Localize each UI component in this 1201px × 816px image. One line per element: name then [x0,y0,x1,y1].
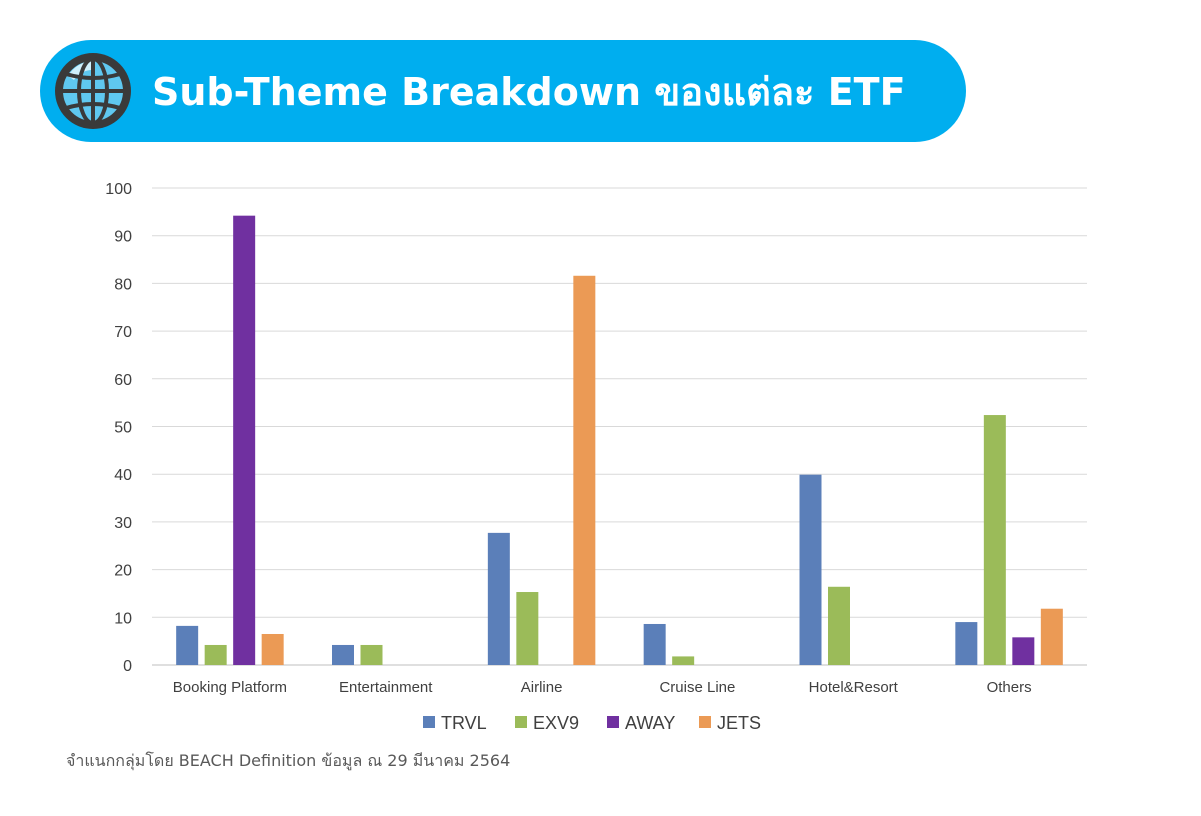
bar-exv9 [516,592,539,665]
y-tick-label: 30 [114,515,132,532]
y-tick-label: 40 [114,467,132,484]
bar-exv9 [204,644,227,665]
footnote: จำแนกกลุ่มโดย BEACH Definition ข้อมูล ณ … [66,751,511,770]
x-category-label: Airline [521,679,563,696]
y-tick-label: 90 [114,229,132,246]
bar-trvl [643,623,666,665]
bar-exv9 [983,415,1006,665]
bar-exv9 [672,656,695,665]
bar-trvl [176,625,199,665]
bar-away [1012,637,1035,665]
bar-jets [1040,608,1063,665]
legend-swatch-trvl [423,716,435,728]
page-title: Sub-Theme Breakdown ของแต่ละ ETF [152,70,906,114]
y-tick-label: 100 [105,181,132,198]
x-category-label: Cruise Line [659,679,735,696]
globe-icon [55,53,131,129]
y-tick-label: 10 [114,610,132,627]
x-category-label: Booking Platform [173,679,287,696]
legend-swatch-jets [699,716,711,728]
y-tick-label: 70 [114,324,132,341]
title-banner [40,40,966,142]
bar-trvl [487,532,510,665]
y-tick-label: 80 [114,276,132,293]
x-category-label: Entertainment [339,679,433,696]
y-tick-label: 50 [114,420,132,437]
legend-label-trvl: TRVL [441,713,487,733]
legend-label-jets: JETS [717,713,761,733]
legend-swatch-away [607,716,619,728]
y-tick-label: 0 [123,658,132,675]
legend-swatch-exv9 [515,716,527,728]
y-tick-label: 60 [114,372,132,389]
x-category-label: Hotel&Resort [809,679,899,696]
x-category-label: Others [987,679,1032,696]
bar-jets [261,633,284,665]
bar-trvl [332,644,354,665]
bar-exv9 [360,644,383,665]
legend-label-exv9: EXV9 [533,713,579,733]
bar-trvl [955,622,978,665]
bar-away [233,215,256,665]
legend-label-away: AWAY [625,713,675,733]
bar-trvl [799,474,822,665]
y-tick-label: 20 [114,563,132,580]
bar-exv9 [828,586,850,665]
bar-jets [573,275,596,665]
